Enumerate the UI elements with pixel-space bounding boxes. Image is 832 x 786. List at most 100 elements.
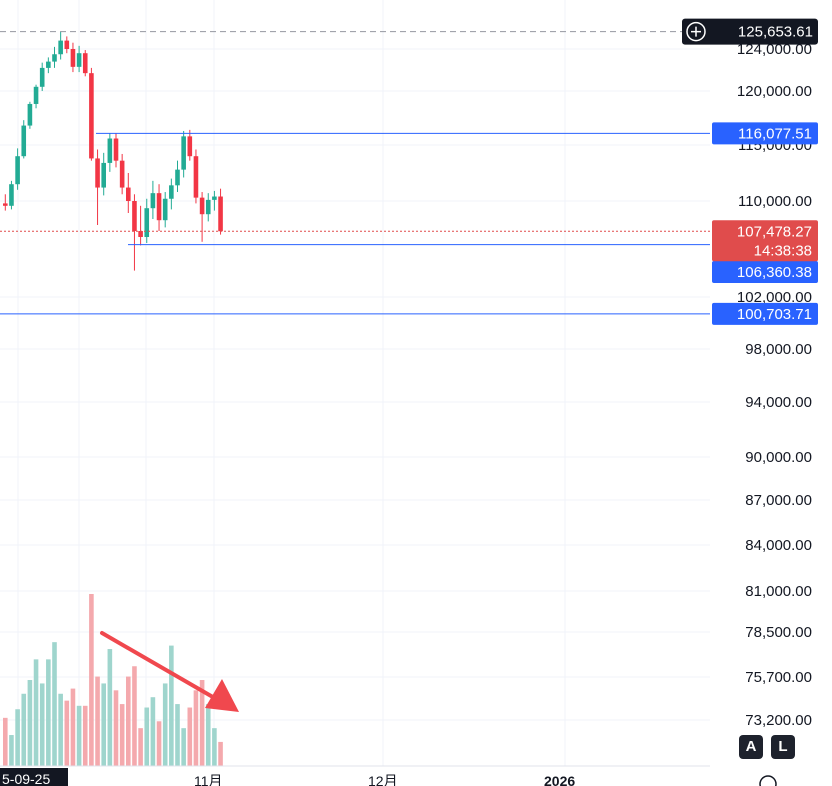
price-label-1[interactable] — [712, 122, 818, 145]
candle-body — [21, 125, 27, 157]
candle-body — [126, 187, 131, 201]
candle — [144, 198, 150, 243]
time-axis[interactable]: 5-09-25 11月 12月 2026 — [0, 765, 777, 786]
price-tick-label: 90,000.00 — [745, 449, 812, 466]
volume-bar — [162, 683, 168, 766]
candle — [101, 152, 106, 196]
candle — [33, 84, 39, 109]
price-label-3-text: 100,703.71 — [737, 306, 812, 323]
price-label-high[interactable] — [682, 18, 818, 45]
candle — [205, 193, 211, 222]
candle — [58, 31, 63, 60]
price-tick-label: 78,500.00 — [745, 624, 812, 641]
candle-body — [138, 231, 143, 237]
price-label-high-text: 125,653.61 — [738, 24, 813, 41]
candle — [76, 45, 82, 73]
candle-body — [33, 86, 39, 104]
candle — [95, 149, 100, 225]
volume-bar — [52, 642, 57, 766]
axis-background — [710, 0, 832, 766]
price-label-2[interactable] — [712, 261, 818, 283]
plus-circle-icon[interactable] — [686, 21, 706, 42]
volume-bar — [132, 666, 137, 766]
price-tick-label: 87,000.00 — [745, 492, 812, 509]
price-tick-label: 120,000.00 — [737, 83, 812, 100]
candle — [15, 148, 20, 190]
volume-bar — [101, 683, 106, 766]
volume-bar — [9, 735, 14, 766]
candle — [138, 205, 143, 246]
candle — [169, 178, 174, 210]
price-axis[interactable]: 124,000.00120,000.00115,000.00110,000.00… — [710, 0, 832, 766]
volume-bar — [156, 721, 162, 766]
candle-body — [64, 40, 70, 49]
candle-body — [15, 156, 20, 185]
volume-bar — [27, 680, 33, 766]
last-price-label[interactable] — [712, 220, 818, 262]
candle — [70, 42, 76, 73]
candle — [21, 120, 27, 159]
candle — [175, 160, 180, 193]
volume-bar — [70, 688, 76, 766]
price-tick-label: 102,000.00 — [737, 289, 812, 306]
price-label-3[interactable] — [712, 302, 818, 325]
candle-body — [218, 196, 223, 232]
trend-arrow — [100, 631, 239, 712]
candle-body — [3, 203, 8, 206]
volume-bar — [150, 697, 156, 766]
candle-body — [58, 40, 63, 55]
candle — [39, 62, 45, 91]
volume-bar — [89, 594, 94, 766]
date-label: 2026 — [544, 773, 575, 786]
price-label-2-text: 106,360.38 — [737, 264, 812, 281]
candle — [52, 46, 57, 68]
candlesticks — [3, 31, 223, 271]
candle-body — [156, 193, 162, 221]
price-tick-label: 124,000.00 — [737, 41, 812, 58]
candle-body — [52, 54, 57, 62]
auto-scale-button[interactable]: A — [739, 735, 763, 759]
volume-bar — [205, 704, 211, 766]
candle-body — [46, 61, 51, 68]
volume-bar — [64, 700, 70, 766]
date-label: 12月 — [368, 773, 398, 786]
candle-body — [169, 185, 174, 199]
candle — [199, 192, 205, 242]
candle-body — [70, 49, 76, 67]
price-tick-label: 98,000.00 — [745, 341, 812, 358]
settings-gear-icon[interactable] — [759, 775, 777, 786]
candle-body — [193, 156, 199, 198]
volume-bars — [3, 594, 223, 766]
price-tick-label: 94,000.00 — [745, 394, 812, 411]
volume-bar — [107, 649, 113, 766]
volume-bar — [58, 693, 63, 766]
price-tick-label: 110,000.00 — [738, 193, 812, 210]
volume-bar — [113, 690, 119, 766]
candle-body — [39, 67, 45, 87]
candle-body — [107, 138, 113, 163]
price-lines — [0, 31, 710, 315]
volume-bar — [82, 705, 88, 766]
candle — [212, 190, 217, 211]
candle-body — [9, 184, 14, 206]
candle-body — [113, 138, 119, 161]
candle-body — [82, 53, 88, 74]
volume-bar — [39, 683, 45, 766]
log-scale-button[interactable]: L — [771, 735, 795, 759]
volume-bar — [76, 705, 82, 766]
candle — [218, 188, 223, 235]
candle-body — [162, 198, 168, 221]
volume-bar — [3, 717, 8, 766]
candle — [107, 133, 113, 172]
candle — [132, 194, 137, 271]
volume-bar — [193, 690, 199, 766]
volume-bar — [181, 728, 186, 766]
candle — [162, 192, 168, 228]
price-tick-label: 81,000.00 — [745, 583, 812, 600]
candle — [119, 153, 125, 195]
date-crosshair-label — [0, 768, 68, 786]
candle-body — [132, 201, 137, 231]
candle-body — [76, 53, 82, 67]
candle — [150, 180, 156, 219]
